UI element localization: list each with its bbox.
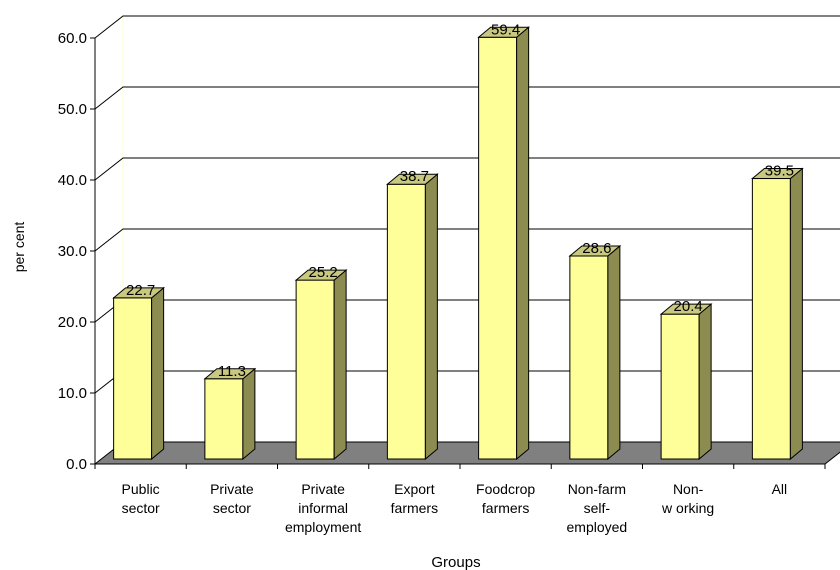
x-tick-label-line: All [772,481,788,497]
bar-front [478,36,518,460]
gridline [94,299,840,323]
bar [750,167,804,461]
y-tick-label: 20.0 [58,314,87,331]
bar-top [203,368,257,380]
x-tick-label-line: Private [210,481,254,497]
data-label: 38.7 [400,168,429,185]
bar-front [113,297,153,460]
bar-side [698,303,712,461]
gridline [94,157,840,181]
bar-front [204,378,244,460]
bar-top [659,303,713,315]
bar-top [568,245,622,257]
data-label: 39.5 [765,163,794,180]
data-label: 11.3 [218,363,246,380]
gridlines [94,15,840,394]
gridline [94,86,840,110]
bar-front [569,255,609,460]
bar-side [333,269,347,461]
x-tick-label-line: farmers [391,500,438,516]
x-tick-label-line: self- [584,500,611,516]
bar [659,303,713,461]
x-tick-label-line: Private [301,481,345,497]
bar-side [242,367,256,461]
x-tick-label-line: sector [213,500,251,516]
y-tick-label: 30.0 [58,243,87,260]
x-tick-label-line: employed [567,519,628,535]
bar-front [751,178,791,460]
back-wall-top [94,15,840,39]
bar-top [477,26,531,38]
x-tick-label: Non-farm self-employed [567,481,628,535]
y-axis-title: per cent [11,222,27,273]
bar [112,286,166,461]
gridline [94,228,840,252]
x-tick-label: Non-w orking [661,481,714,516]
bar-front [295,279,335,460]
x-tick-label-line: w orking [661,500,714,516]
labels: 0.0 10.0 20.0 30.0 40.0 50.0 60.0 22.7 Public sec… [58,21,794,535]
x-tick-label: Foodcrop farmers [476,481,535,516]
y-tick-label: 0.0 [66,456,87,473]
bar-side [424,173,438,461]
bar [385,173,439,461]
y-tick-label: 60.0 [58,30,87,47]
x-axis-title: Groups [431,554,480,570]
bar [294,269,348,461]
bar-front [386,183,426,460]
bar-side [607,244,621,461]
data-label: 22.7 [126,282,155,299]
bar-side [789,167,803,461]
bar-front [660,313,700,460]
x-tick-label-line: farmers [482,500,529,516]
bar-side [151,286,165,461]
bar-side [516,26,530,461]
x-tick-label-line: Non- [673,481,704,497]
y-tick-label: 10.0 [58,385,87,402]
x-tick-label: All [772,481,788,497]
bar [203,367,257,461]
x-tick-label-line: Public [122,481,160,497]
axes [90,37,826,469]
x-tick-label: Private sector [210,481,254,516]
x-tick-label-line: Non-farm [568,481,626,497]
data-label: 28.6 [582,240,611,257]
bar-top [112,287,166,299]
x-tick-label-line: Foodcrop [476,481,535,497]
x-tick-label: Private informal employment [285,481,361,535]
bar [568,244,622,461]
x-tick-label: Export farmers [391,481,438,516]
y-tick-label: 40.0 [58,172,87,189]
x-tick-label-line: sector [122,500,160,516]
bar-top [385,173,439,185]
x-tick-label-line: informal [298,500,348,516]
bar-top [294,269,348,281]
y-tick-label: 50.0 [58,101,87,118]
x-tick-label: Public sector [122,481,160,516]
bar-top [750,168,804,180]
data-label: 25.2 [309,264,338,281]
data-label: 59.4 [491,21,520,38]
bars [112,26,804,461]
x-tick-label-line: employment [285,519,361,535]
bar [477,26,531,461]
data-label: 20.4 [674,298,703,315]
x-tick-label-line: Export [394,481,435,497]
gridline [94,15,840,39]
